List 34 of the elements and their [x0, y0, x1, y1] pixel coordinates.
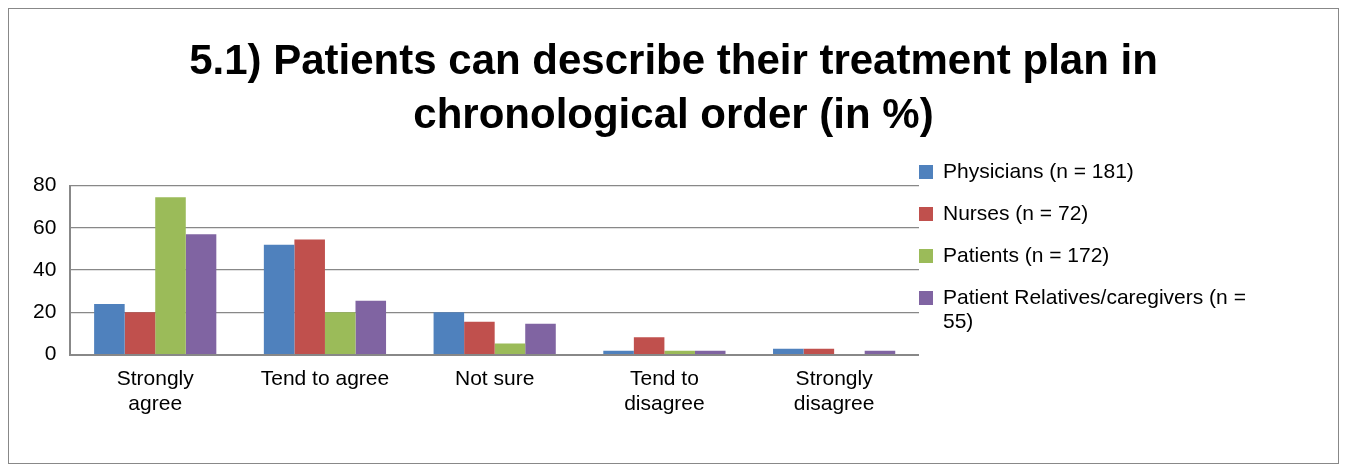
y-tick-label: 0: [44, 341, 57, 365]
bar: [464, 321, 495, 354]
bar: [155, 197, 186, 354]
y-tick-label: 20: [33, 299, 57, 323]
x-tick-label: Tend to agree: [260, 366, 390, 389]
bar: [664, 350, 695, 354]
x-tick-label: Not sure: [454, 366, 535, 389]
bar: [603, 350, 634, 354]
bar: [525, 323, 556, 354]
bar: [494, 343, 526, 354]
bar: [124, 312, 156, 354]
bar: [185, 234, 217, 354]
bar: [773, 348, 804, 354]
x-tick-label: Strongly disagree: [793, 366, 875, 415]
x-tick-label: Tend to disagree: [624, 366, 705, 415]
chart-title: 5.1) Patients can describe their treatment plan in chronological order (in %): [188, 35, 1159, 139]
bar: [803, 348, 835, 354]
y-tick-label: 40: [33, 256, 57, 280]
bar: [94, 303, 125, 354]
y-tick-label: 60: [33, 214, 57, 238]
bar: [263, 244, 295, 354]
bar: [633, 337, 665, 354]
bar: [355, 300, 387, 354]
bar: [694, 350, 726, 354]
bar: [433, 312, 465, 354]
legend-label: Physicians (n = 181): [943, 159, 1134, 183]
x-tick-label: Strongly agree: [116, 366, 195, 415]
bar: [864, 350, 896, 354]
bar: [324, 312, 356, 354]
y-tick-label: 80: [33, 172, 57, 196]
legend-label: Nurses (n = 72): [943, 201, 1089, 225]
bar: [294, 239, 325, 354]
legend-label: Patient Relatives/caregivers (n = 55): [943, 285, 1247, 333]
legend-label: Patients (n = 172): [943, 243, 1110, 267]
